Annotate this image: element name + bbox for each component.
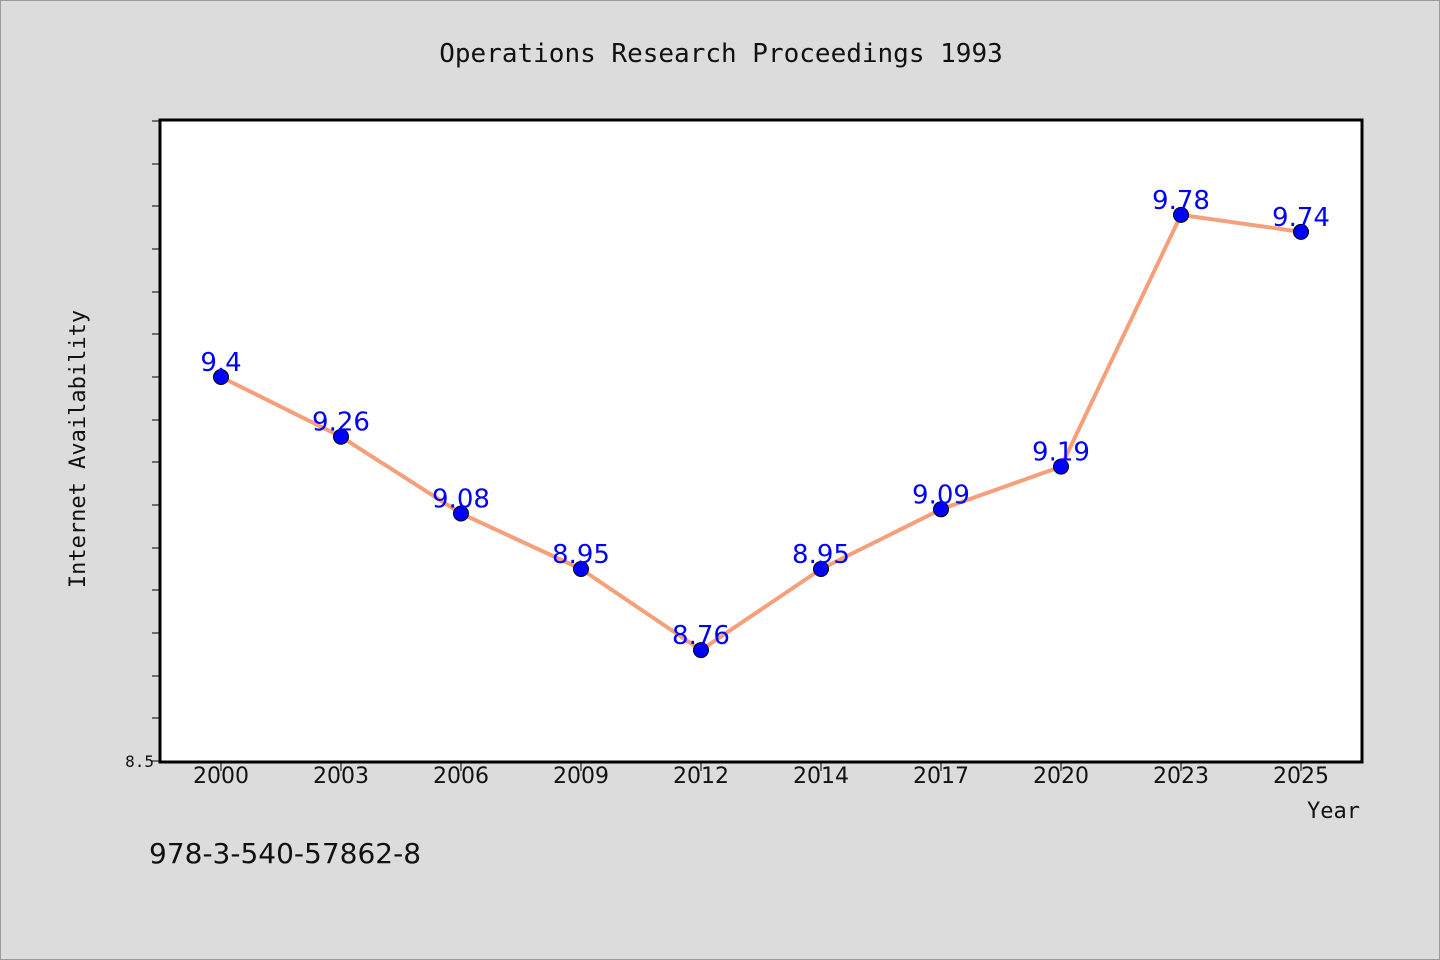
data-point-marker (1173, 206, 1189, 223)
x-tick-label: 2020 (1033, 764, 1089, 789)
data-point-marker (333, 428, 349, 445)
series-line (219, 212, 1303, 653)
x-tick-label: 2012 (673, 764, 729, 789)
x-tick-label: 2014 (793, 764, 849, 789)
x-tick-label: 2009 (553, 764, 609, 789)
x-tick-label: 2023 (1153, 764, 1209, 789)
data-point-marker (453, 505, 469, 522)
data-label: 8.95 (552, 540, 610, 570)
data-point-marker (1053, 458, 1069, 475)
series-markers (213, 206, 1309, 659)
y-tick-label: 8.5 (125, 752, 154, 771)
x-tick-label: 2017 (913, 764, 969, 789)
data-label: 9.09 (912, 480, 970, 510)
data-label: 9.4 (200, 348, 241, 378)
x-tick-label: 2000 (193, 764, 249, 789)
data-label: 8.95 (792, 540, 850, 570)
data-point-marker (213, 369, 229, 385)
data-label: 9.08 (432, 485, 490, 515)
data-label: 9.19 (1032, 438, 1090, 468)
plot-area (158, 118, 1364, 764)
x-tick-label: 2003 (313, 764, 369, 789)
x-tick-label: 2006 (433, 764, 489, 789)
data-point-marker (573, 561, 589, 577)
chart-title: Operations Research Proceedings 1993 (439, 39, 1003, 69)
x-axis-label: Year (1307, 799, 1360, 824)
data-point-marker (1293, 223, 1309, 240)
data-label: 8.76 (672, 621, 730, 651)
x-axis-ticks: 2000 2003 2006 2009 2012 2014 2017 2020 2023 2025 (193, 763, 1329, 789)
data-label: 9.74 (1272, 203, 1330, 233)
isbn-footer: 978-3-540-57862-8 (149, 837, 421, 870)
data-labels: 9.4 9.26 9.08 8.95 8.76 8.95 9.09 9.19 9.78 9.74 (200, 186, 1330, 651)
data-point-marker (693, 642, 709, 659)
data-label: 9.26 (312, 408, 370, 438)
x-tick-label: 2025 (1273, 764, 1329, 789)
data-point-marker (933, 501, 949, 518)
data-point-marker (813, 561, 829, 577)
data-label: 9.78 (1152, 186, 1210, 216)
y-axis-ticks: 8.5 (125, 120, 159, 771)
y-axis-label: Internet Availability (66, 310, 91, 588)
